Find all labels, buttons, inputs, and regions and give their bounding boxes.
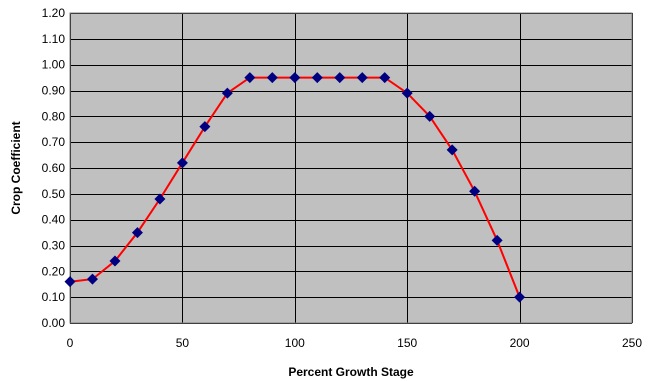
y-tick-label: 0.00: [42, 316, 66, 330]
x-tick-label: 0: [67, 336, 74, 350]
x-tick-label: 150: [397, 336, 417, 350]
y-tick-label: 0.80: [42, 109, 66, 123]
x-tick-label: 250: [622, 336, 642, 350]
series-group: [64, 72, 526, 303]
data-point-marker: [514, 291, 526, 303]
y-axis-title: Crop Coefficient: [9, 121, 23, 214]
y-tick-label: 0.30: [42, 239, 66, 253]
y-tick-label: 0.90: [42, 84, 66, 98]
x-axis-title: Percent Growth Stage: [288, 365, 414, 379]
y-tick-label: 1.10: [42, 32, 66, 46]
data-point-marker: [154, 193, 166, 205]
plot-border: [69, 12, 633, 324]
data-point-marker: [64, 276, 76, 288]
data-point-marker: [221, 87, 233, 99]
y-tick-label: 0.50: [42, 187, 66, 201]
data-point-marker: [491, 234, 503, 246]
y-tick-label: 1.00: [42, 58, 66, 72]
data-point-marker: [311, 72, 323, 84]
data-point-marker: [424, 110, 436, 122]
y-tick-label: 0.60: [42, 161, 66, 175]
data-point-marker: [401, 87, 413, 99]
x-tick-label: 50: [176, 336, 190, 350]
data-point-marker: [469, 185, 481, 197]
data-point-marker: [131, 227, 143, 239]
x-tick-label: 200: [510, 336, 530, 350]
data-point-marker: [199, 121, 211, 133]
y-tick-label: 0.40: [42, 213, 66, 227]
data-point-marker: [176, 157, 188, 169]
y-tick-label: 0.70: [42, 135, 66, 149]
x-axis-tick-labels: 0 50 100 150 200 250: [67, 336, 643, 350]
y-tick-label: 1.20: [42, 6, 66, 20]
data-point-marker: [109, 255, 121, 267]
data-point-marker: [86, 273, 98, 285]
data-point-marker: [356, 72, 368, 84]
data-point-marker: [266, 72, 278, 84]
data-point-marker: [334, 72, 346, 84]
y-tick-label: 0.10: [42, 290, 66, 304]
x-tick-label: 100: [285, 336, 305, 350]
y-tick-label: 0.20: [42, 264, 66, 278]
data-point-marker: [289, 72, 301, 84]
data-point-marker: [379, 72, 391, 84]
y-axis-tick-labels: 0.00 0.10 0.20 0.30 0.40 0.50 0.60 0.70 0.80 0.90…: [42, 6, 66, 330]
data-point-marker: [244, 72, 256, 84]
data-point-marker: [446, 144, 458, 156]
